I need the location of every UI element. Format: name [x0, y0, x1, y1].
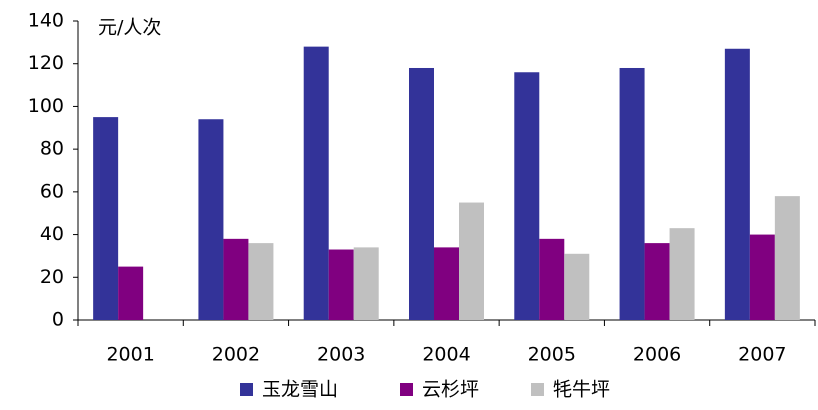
legend-swatch [240, 383, 253, 396]
bar [353, 247, 379, 320]
x-tick-label: 2005 [528, 344, 576, 366]
bar [564, 253, 590, 320]
x-tick-label: 2006 [633, 344, 681, 366]
y-tick-label: 60 [40, 180, 64, 202]
legend-label: 玉龙雪山 [262, 379, 338, 401]
x-tick-label: 2001 [106, 344, 154, 366]
y-tick-label: 80 [40, 138, 64, 160]
bar [669, 228, 695, 320]
bar [749, 234, 775, 320]
legend-swatch [400, 383, 413, 396]
y-tick-label: 140 [28, 10, 64, 32]
legend-label: 云杉坪 [422, 379, 479, 401]
bar [619, 67, 645, 320]
y-tick-label: 100 [28, 95, 64, 117]
bar [409, 67, 434, 320]
bar [724, 48, 750, 321]
y-axis-label: 元/人次 [98, 17, 161, 39]
bar [539, 238, 565, 320]
bar [223, 238, 249, 320]
bar [198, 119, 224, 320]
bar [303, 46, 329, 320]
legend-swatch [531, 383, 544, 396]
bar [644, 243, 670, 320]
legend-label: 牦牛坪 [553, 379, 610, 401]
y-tick-label: 0 [52, 309, 64, 331]
bar [328, 249, 354, 320]
bar [118, 266, 144, 320]
y-tick-label: 40 [40, 223, 64, 245]
bar [774, 196, 800, 320]
bar [434, 247, 459, 320]
x-tick-label: 2003 [317, 344, 365, 366]
bar [248, 243, 274, 320]
y-tick-label: 120 [28, 52, 64, 74]
bar [93, 117, 119, 320]
x-tick-label: 2004 [422, 344, 470, 366]
x-tick-label: 2007 [738, 344, 786, 366]
bar [514, 72, 540, 320]
y-tick-label: 20 [40, 266, 64, 288]
bar [459, 202, 484, 320]
x-tick-label: 2002 [212, 344, 260, 366]
